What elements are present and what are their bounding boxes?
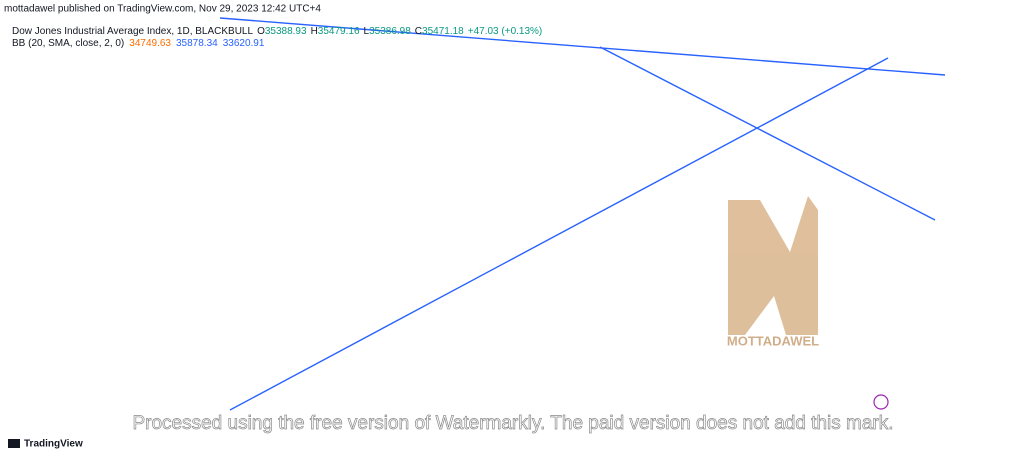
symbol-line: Dow Jones Industrial Average Index, 1D, … (12, 26, 542, 37)
bb-line: BB (20, SMA, close, 2, 0) 34749.63 35878.3… (12, 38, 265, 49)
event-icon[interactable] (873, 394, 889, 410)
publisher-line: mottadawel published on TradingView.com,… (4, 4, 321, 15)
bb-value: 33620.91 (223, 38, 265, 49)
ohlc-value: 35386.98 (369, 26, 411, 37)
logo-text: MOTTADAWEL (727, 333, 819, 348)
trendlines (219, 17, 946, 411)
change: +47.03 (+0.13%) (468, 26, 543, 37)
ohlc-letter: H (311, 26, 318, 37)
watermark: Processed using the free version of Wate… (132, 413, 893, 434)
symbol-name: Dow Jones Industrial Average Index, 1D, … (12, 26, 253, 37)
ohlc-value: 35471.18 (422, 26, 464, 37)
ohlc-letter: C (415, 26, 422, 37)
bb-value: 34749.63 (129, 38, 171, 49)
logo-watermark: MOTTADAWEL (727, 196, 819, 348)
trendline (599, 46, 936, 221)
ohlc-letter: L (364, 26, 370, 37)
ohlc-value: 35388.93 (265, 26, 307, 37)
trendline (229, 57, 889, 411)
bb-value: 35878.34 (176, 38, 218, 49)
ohlc-letter: O (257, 26, 265, 37)
bb-name: BB (20, SMA, close, 2, 0) (12, 38, 124, 49)
footer: TradingView (24, 439, 83, 450)
trendline (219, 17, 946, 76)
ohlc-value: 35479.16 (318, 26, 360, 37)
footer-logo (8, 439, 20, 448)
logo-shape (728, 196, 818, 335)
